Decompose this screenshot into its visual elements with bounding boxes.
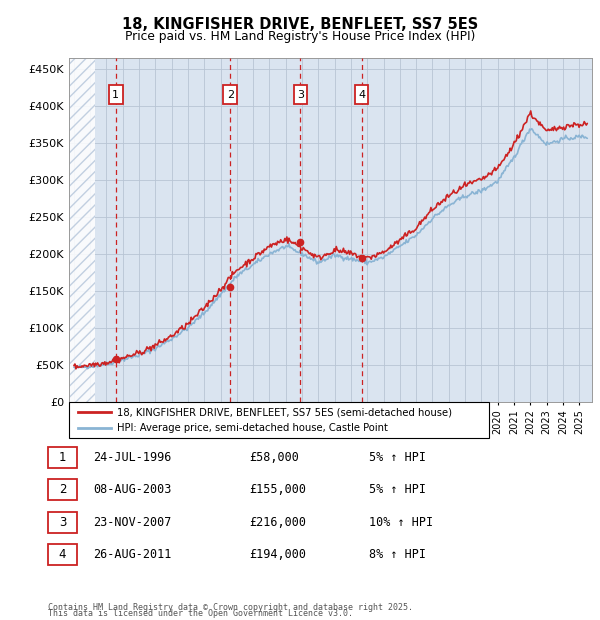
Text: 18, KINGFISHER DRIVE, BENFLEET, SS7 5ES: 18, KINGFISHER DRIVE, BENFLEET, SS7 5ES xyxy=(122,17,478,32)
Text: Contains HM Land Registry data © Crown copyright and database right 2025.: Contains HM Land Registry data © Crown c… xyxy=(48,603,413,612)
Text: 2: 2 xyxy=(227,90,234,100)
Text: 2: 2 xyxy=(59,484,66,496)
Text: £194,000: £194,000 xyxy=(249,548,306,560)
Text: This data is licensed under the Open Government Licence v3.0.: This data is licensed under the Open Gov… xyxy=(48,609,353,618)
Text: 5% ↑ HPI: 5% ↑ HPI xyxy=(369,451,426,464)
Text: 1: 1 xyxy=(59,451,66,464)
Text: 3: 3 xyxy=(297,90,304,100)
Text: 8% ↑ HPI: 8% ↑ HPI xyxy=(369,548,426,560)
Text: 1: 1 xyxy=(112,90,119,100)
Text: 24-JUL-1996: 24-JUL-1996 xyxy=(93,451,172,464)
Text: 23-NOV-2007: 23-NOV-2007 xyxy=(93,516,172,528)
FancyBboxPatch shape xyxy=(355,85,368,104)
FancyBboxPatch shape xyxy=(223,85,237,104)
Text: 08-AUG-2003: 08-AUG-2003 xyxy=(93,484,172,496)
Text: 4: 4 xyxy=(59,548,66,560)
Text: £155,000: £155,000 xyxy=(249,484,306,496)
Text: 18, KINGFISHER DRIVE, BENFLEET, SS7 5ES (semi-detached house): 18, KINGFISHER DRIVE, BENFLEET, SS7 5ES … xyxy=(117,407,452,417)
Text: Price paid vs. HM Land Registry's House Price Index (HPI): Price paid vs. HM Land Registry's House … xyxy=(125,30,475,43)
Text: 3: 3 xyxy=(59,516,66,528)
Text: 10% ↑ HPI: 10% ↑ HPI xyxy=(369,516,433,528)
FancyBboxPatch shape xyxy=(293,85,307,104)
Bar xyxy=(69,58,95,402)
Text: 5% ↑ HPI: 5% ↑ HPI xyxy=(369,484,426,496)
Text: 4: 4 xyxy=(358,90,365,100)
Text: HPI: Average price, semi-detached house, Castle Point: HPI: Average price, semi-detached house,… xyxy=(117,423,388,433)
Text: £216,000: £216,000 xyxy=(249,516,306,528)
FancyBboxPatch shape xyxy=(109,85,122,104)
Text: 26-AUG-2011: 26-AUG-2011 xyxy=(93,548,172,560)
Text: £58,000: £58,000 xyxy=(249,451,299,464)
